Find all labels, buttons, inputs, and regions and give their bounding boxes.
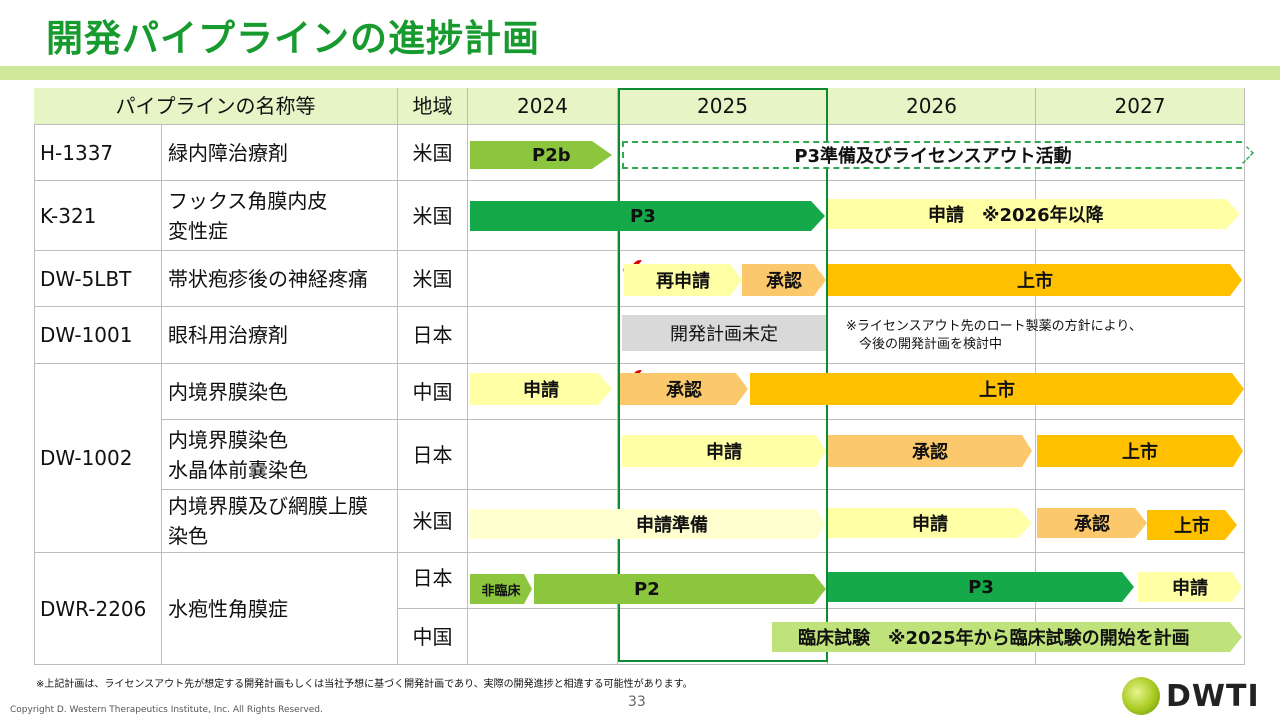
timeline-bar: P2b — [470, 141, 612, 169]
title-underline-bar — [0, 66, 1280, 80]
timeline-bar: P3 — [828, 572, 1134, 602]
region-cell: 日本 — [398, 307, 468, 364]
region-cell: 中国 — [398, 609, 468, 665]
timeline-bar: 申請準備 — [470, 509, 826, 539]
timeline-cell — [468, 420, 618, 490]
timeline-bar: P3 — [470, 201, 825, 231]
timeline-bar: 申請 ※2026年以降 — [828, 199, 1240, 229]
region-cell: 日本 — [398, 553, 468, 609]
region-cell: 米国 — [398, 251, 468, 307]
header-pipeline: パイプラインの名称等 — [34, 88, 398, 125]
timeline-bar: 再申請 — [624, 264, 742, 296]
timeline-cell — [468, 307, 618, 364]
timeline-bar: P3準備及びライセンスアウト活動 — [622, 141, 1242, 169]
timeline-cell — [1036, 181, 1245, 251]
timeline-bar: 開発計画未定 — [622, 315, 826, 351]
region-cell: 中国 — [398, 364, 468, 420]
timeline-bar: 承認 — [1037, 508, 1147, 538]
timeline-cell — [468, 125, 618, 181]
pipeline-code: H-1337 — [34, 125, 162, 181]
timeline-cell — [1036, 609, 1245, 665]
pipeline-code: DWR-2206 — [34, 553, 162, 665]
timeline-cell — [1036, 125, 1245, 181]
timeline-bar: 承認 — [620, 373, 748, 405]
indication-cell: 内境界膜染色 水晶体前嚢染色 — [162, 420, 398, 490]
timeline-bar: 申請 — [1138, 572, 1242, 602]
timeline-cell — [1036, 364, 1245, 420]
timeline-bar: P2 — [534, 574, 826, 604]
header-year-2024: 2024 — [468, 88, 618, 125]
indication-cell: 緑内障治療剤 — [162, 125, 398, 181]
timeline-cell — [828, 307, 1036, 364]
header-year-2025: 2025 — [618, 88, 828, 125]
timeline-bar: 申請 — [828, 508, 1032, 538]
timeline-cell — [1036, 553, 1245, 609]
region-cell: 米国 — [398, 490, 468, 553]
header-region: 地域 — [398, 88, 468, 125]
page-title: 開発パイプラインの進捗計画 — [46, 17, 540, 60]
timeline-cell — [828, 490, 1036, 553]
timeline-cell — [1036, 420, 1245, 490]
timeline-cell — [1036, 490, 1245, 553]
timeline-bar: 臨床試験 ※2025年から臨床試験の開始を計画 — [772, 622, 1242, 652]
timeline-bar: 承認 — [742, 264, 826, 296]
pipeline-code: DW-5LBT — [34, 251, 162, 307]
indication-cell: 眼科用治療剤 — [162, 307, 398, 364]
region-cell: 米国 — [398, 125, 468, 181]
header-year-2027: 2027 — [1036, 88, 1245, 125]
pipeline-code: DW-1001 — [34, 307, 162, 364]
timeline-cell — [468, 364, 618, 420]
indication-cell: 内境界膜及び網膜上膜 染色 — [162, 490, 398, 553]
timeline-bar: 上市 — [1037, 435, 1243, 467]
footnote: ※上記計画は、ライセンスアウト先が想定する開発計画もしくは当社予想に基づく開発計… — [36, 679, 693, 690]
timeline-bar: 申請 — [622, 435, 826, 467]
timeline-bar: 上市 — [750, 373, 1244, 405]
logo-mark-icon — [1122, 677, 1160, 715]
timeline-cell — [468, 251, 618, 307]
timeline-bar: 上市 — [1147, 510, 1237, 540]
region-cell: 日本 — [398, 420, 468, 490]
company-logo: DWTI — [1122, 676, 1272, 716]
indication-cell: 水疱性角膜症 — [162, 553, 398, 665]
timeline-cell — [1036, 307, 1245, 364]
logo-text: DWTI — [1166, 678, 1260, 714]
header-year-2026: 2026 — [828, 88, 1036, 125]
timeline-cell — [468, 609, 618, 665]
timeline-bar: 上市 — [828, 264, 1242, 296]
copyright: Copyright D. Western Therapeutics Instit… — [10, 705, 323, 715]
page-number: 33 — [628, 694, 646, 710]
indication-cell: 帯状疱疹後の神経疼痛 — [162, 251, 398, 307]
timeline-cell — [1036, 251, 1245, 307]
pipeline-code: DW-1002 — [34, 364, 162, 553]
indication-cell: 内境界膜染色 — [162, 364, 398, 420]
timeline-bar: 非臨床 — [470, 574, 532, 604]
timeline-bar: 承認 — [828, 435, 1032, 467]
dw1001-note: ※ライセンスアウト先のロート製薬の方針により、 今後の開発計画を検討中 — [846, 319, 1142, 352]
region-cell: 米国 — [398, 181, 468, 251]
timeline-bar: 申請 — [470, 373, 612, 405]
timeline-cell — [828, 420, 1036, 490]
indication-cell: フックス角膜内皮 変性症 — [162, 181, 398, 251]
pipeline-code: K-321 — [34, 181, 162, 251]
